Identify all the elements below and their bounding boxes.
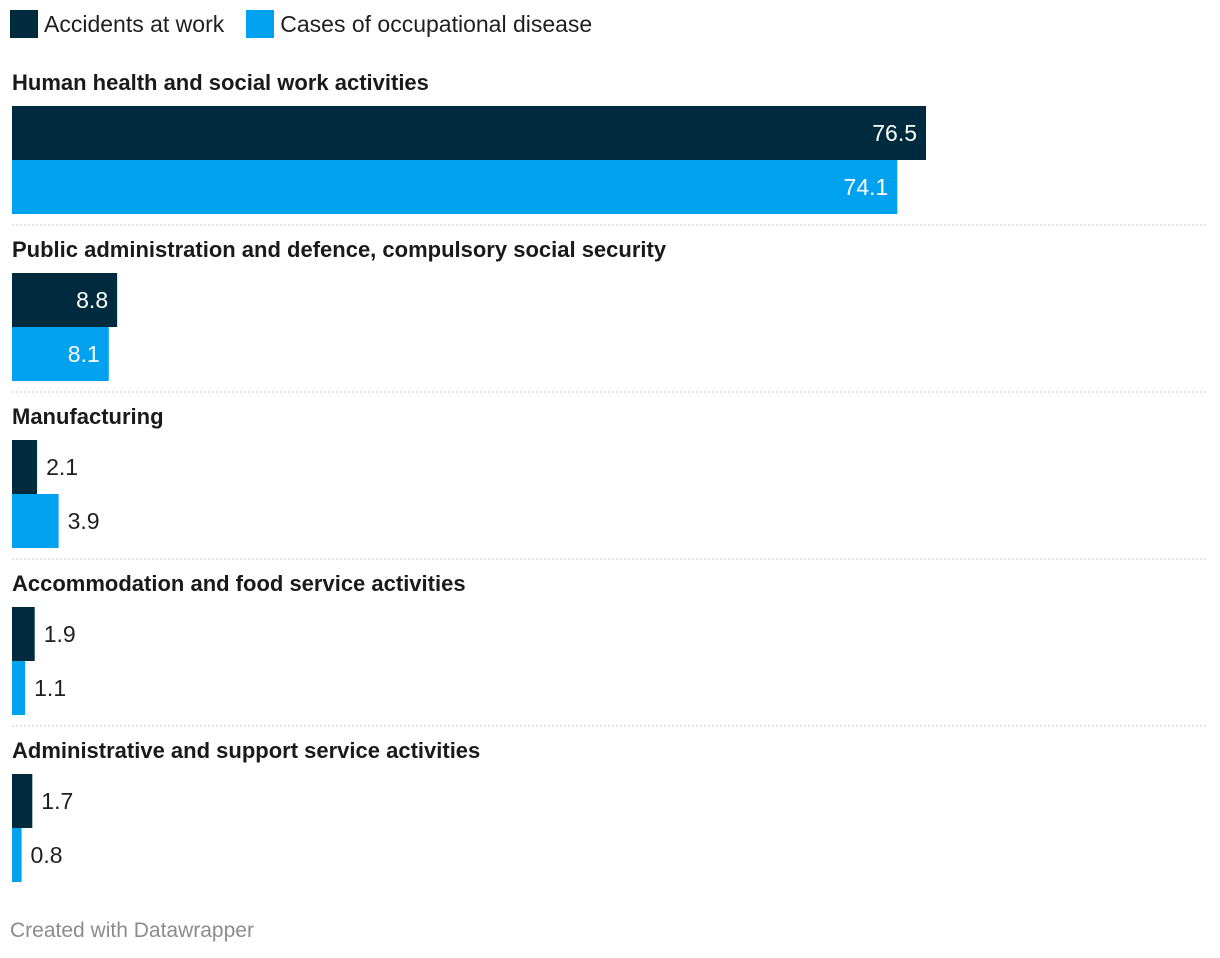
bar (12, 494, 59, 548)
bar (12, 774, 33, 828)
bar (12, 273, 118, 327)
bar (12, 160, 898, 214)
bar (12, 828, 22, 882)
data-label: 8.8 (76, 287, 108, 313)
legend-label-disease: Cases of occupational disease (280, 10, 593, 37)
legend-item-disease: Cases of occupational disease (246, 10, 592, 38)
data-label: 8.1 (68, 341, 100, 367)
category-label: Accommodation and food service activitie… (12, 571, 466, 596)
category-label: Public administration and defence, compu… (12, 237, 667, 262)
legend-item-accidents: Accidents at work (10, 10, 224, 38)
bar (12, 106, 926, 160)
data-label: 1.9 (44, 621, 76, 647)
footer-credit: Created with Datawrapper (10, 919, 254, 942)
category-label: Human health and social work activities (12, 70, 429, 95)
data-label: 2.1 (46, 454, 78, 480)
legend-swatch-accidents (10, 10, 38, 38)
category-label: Manufacturing (12, 404, 164, 429)
data-label: 74.1 (844, 174, 889, 200)
legend-label-accidents: Accidents at work (44, 10, 225, 37)
data-label: 0.8 (31, 842, 63, 868)
data-label: 76.5 (872, 120, 917, 146)
data-label: 1.1 (34, 675, 66, 701)
bar (12, 607, 35, 661)
data-label: 3.9 (68, 508, 100, 534)
data-label: 1.7 (41, 788, 73, 814)
bar (12, 440, 38, 494)
bar (12, 327, 109, 381)
legend-swatch-disease (246, 10, 275, 38)
bar (12, 661, 26, 715)
chart-legend: Accidents at work Cases of occupational … (10, 10, 614, 38)
category-label: Administrative and support service activ… (12, 738, 480, 763)
